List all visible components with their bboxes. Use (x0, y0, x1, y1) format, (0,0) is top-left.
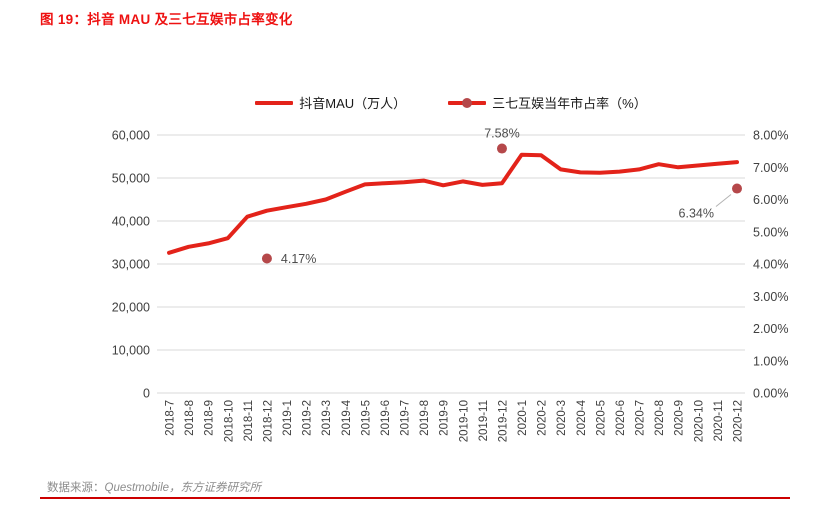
marketshare-point-label: 6.34% (679, 207, 714, 221)
x-axis-tick-label: 2019-1 (282, 400, 294, 436)
x-axis-tick-label: 2020-2 (537, 400, 549, 436)
legend-dot-icon (462, 97, 473, 108)
x-axis-tick-label: 2018-11 (243, 400, 255, 441)
x-axis-tick-label: 2020-5 (595, 400, 607, 436)
right-axis-tick-label: 0.00% (753, 387, 788, 401)
right-axis-tick-label: 6.00% (753, 193, 788, 207)
left-axis-tick-label: 0 (143, 387, 150, 401)
legend-item-mau: 抖音MAU（万人） (255, 93, 406, 112)
x-axis-tick-label: 2019-6 (380, 400, 392, 436)
x-axis-tick-label: 2019-7 (400, 400, 412, 436)
legend-line-swatch (255, 98, 294, 108)
x-axis-tick-label: 2020-6 (615, 400, 627, 436)
x-axis-tick-label: 2020-10 (693, 400, 705, 442)
x-axis-tick-label: 2020-12 (733, 400, 745, 442)
marketshare-point (732, 183, 742, 194)
x-axis-tick-label: 2019-4 (341, 399, 353, 435)
figure-title-text: 抖音 MAU 及三七互娱市占率变化 (87, 12, 293, 27)
chart-legend: 抖音MAU（万人） 三七互娱当年市占率（%） (157, 93, 745, 112)
right-axis-tick-label: 4.00% (753, 258, 788, 272)
x-axis-tick-label: 2020-3 (556, 400, 568, 436)
right-axis-tick-label: 5.00% (753, 225, 788, 239)
source-prefix: 数据来源： (47, 482, 105, 494)
right-axis-tick-label: 8.00% (753, 129, 788, 143)
x-axis-tick-label: 2020-9 (674, 400, 686, 436)
right-axis-tick-label: 7.00% (753, 161, 788, 175)
x-axis-tick-label: 2020-7 (635, 400, 647, 436)
left-axis-tick-label: 60,000 (112, 129, 150, 143)
source-text: Questmobile，东方证券研究所 (104, 482, 262, 494)
x-axis-tick-label: 2019-2 (302, 400, 314, 436)
left-axis-tick-label: 10,000 (112, 344, 150, 358)
legend-line-dot-swatch (448, 97, 487, 108)
x-axis-tick-label: 2020-8 (654, 400, 666, 436)
figure-number: 图 19： (40, 12, 88, 27)
x-axis-tick-label: 2019-11 (478, 400, 490, 441)
x-axis-tick-label: 2018-12 (262, 400, 274, 442)
x-axis-tick-label: 2019-5 (360, 400, 372, 436)
x-axis-tick-label: 2020-11 (713, 400, 725, 441)
x-axis-tick-label: 2019-12 (497, 400, 509, 442)
x-axis-tick-label: 2019-8 (419, 400, 431, 436)
left-axis-tick-label: 50,000 (112, 172, 150, 186)
x-axis-tick-label: 2018-7 (165, 400, 177, 436)
figure-title: 图 19：抖音 MAU 及三七互娱市占率变化 (40, 8, 293, 28)
right-axis-tick-label: 1.00% (753, 354, 788, 368)
x-axis-tick-label: 2019-3 (321, 400, 333, 436)
x-axis-tick-label: 2020-4 (576, 399, 588, 435)
legend-label-marketshare: 三七互娱当年市占率（%） (492, 96, 647, 111)
left-axis-tick-label: 40,000 (112, 215, 150, 229)
legend-label-mau: 抖音MAU（万人） (299, 96, 407, 111)
marketshare-point-label: 7.58% (484, 127, 519, 141)
source-note: 数据来源：Questmobile，东方证券研究所 (47, 479, 261, 495)
x-axis-tick-label: 2018-9 (204, 400, 216, 436)
marketshare-point-label: 4.17% (281, 252, 316, 266)
x-axis-tick-label: 2020-1 (517, 400, 529, 436)
x-axis-tick-label: 2018-8 (184, 400, 196, 436)
marketshare-point (261, 253, 272, 264)
annotation-leader-line (715, 194, 732, 207)
legend-item-marketshare: 三七互娱当年市占率（%） (448, 93, 647, 112)
marketshare-point (496, 143, 507, 154)
right-axis-tick-label: 2.00% (753, 322, 788, 336)
mau-line-series (167, 152, 739, 255)
left-axis-tick-label: 30,000 (112, 258, 150, 272)
left-axis-tick-label: 20,000 (112, 301, 150, 315)
x-axis-tick-label: 2018-10 (223, 400, 235, 442)
bottom-rule (40, 497, 790, 499)
x-axis-tick-label: 2019-9 (439, 400, 451, 436)
right-axis-tick-label: 3.00% (753, 290, 788, 304)
x-axis-tick-label: 2019-10 (458, 400, 470, 442)
